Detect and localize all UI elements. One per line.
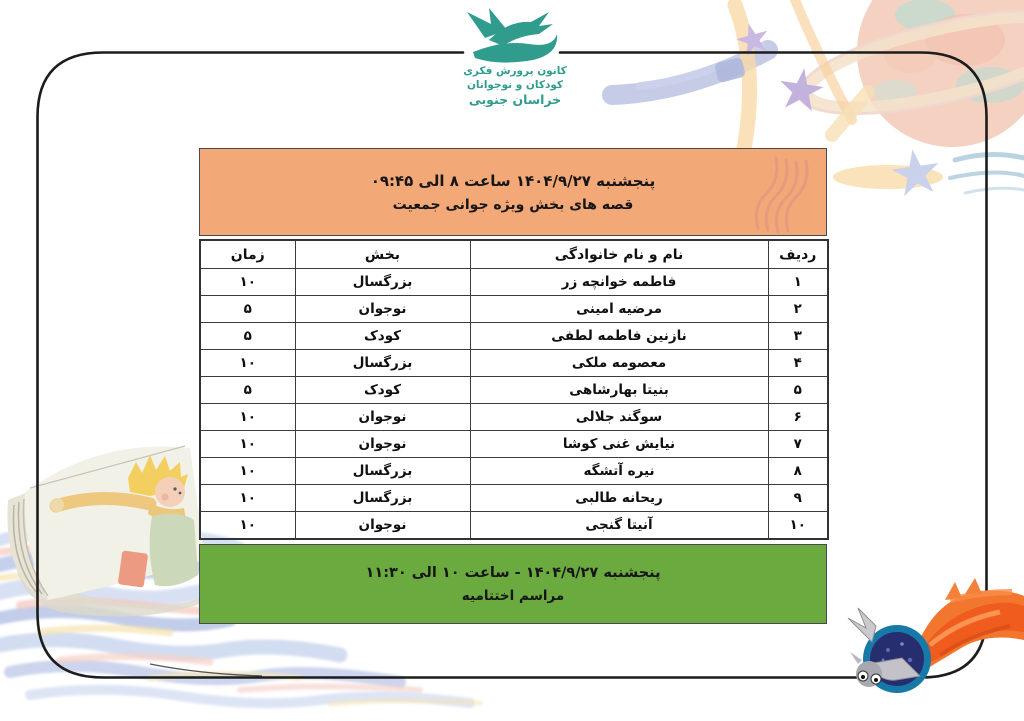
cell-section: بزرگسال	[294, 268, 471, 296]
table-row: ۱۰ آنیتا گنجی نوجوان ۱۰	[199, 511, 829, 540]
participants-table: ردیف نام و نام خانوادگی بخش زمان ۱ فاطمه…	[199, 239, 829, 540]
session-title: قصه های بخش ویژه جوانی جمعیت	[392, 196, 634, 213]
col-header-time: زمان	[199, 239, 296, 269]
cell-name: ریحانه طالبی	[469, 484, 769, 512]
table-row: ۱ فاطمه خوانچه زر بزرگسال ۱۰	[199, 268, 829, 296]
cell-section: بزرگسال	[294, 484, 471, 512]
table-row: ۴ معصومه ملکی بزرگسال ۱۰	[199, 349, 829, 377]
cell-row-number: ۹	[767, 484, 829, 512]
table-row: ۷ نیایش غنی کوشا نوجوان ۱۰	[199, 430, 829, 458]
table-row: ۸ نیره آتشگه بزرگسال ۱۰	[199, 457, 829, 485]
cell-time: ۱۰	[199, 403, 296, 431]
org-name-line2: کودکان و نوجوانان	[466, 78, 564, 91]
cell-section: نوجوان	[294, 511, 471, 540]
table-row: ۳ نازنین فاطمه لطفی کودک ۵	[199, 322, 829, 350]
table-row: ۲ مرضیه امینی نوجوان ۵	[199, 295, 829, 323]
cell-time: ۵	[199, 322, 296, 350]
cell-section: کودک	[294, 322, 471, 350]
table-row: ۶ سوگند جلالی نوجوان ۱۰	[199, 403, 829, 431]
table-header-row: ردیف نام و نام خانوادگی بخش زمان	[199, 239, 829, 269]
cell-section: نوجوان	[294, 403, 471, 431]
cell-section: بزرگسال	[294, 349, 471, 377]
session-header-banner: پنجشنبه ۱۴۰۴/۹/۲۷ ساعت ۸ الی ۰۹:۴۵ قصه ه…	[199, 148, 827, 236]
little-prince-illustration	[49, 455, 198, 588]
col-header-full-name: نام و نام خانوادگی	[469, 239, 769, 269]
session-date-time: پنجشنبه ۱۴۰۴/۹/۲۷ ساعت ۸ الی ۰۹:۴۵	[370, 171, 656, 190]
cell-time: ۱۰	[199, 511, 296, 540]
col-header-section: بخش	[294, 239, 471, 269]
cell-name: نازنین فاطمه لطفی	[469, 322, 769, 350]
cell-section: بزرگسال	[294, 457, 471, 485]
cell-name: مرضیه امینی	[469, 295, 769, 323]
cell-row-number: ۸	[767, 457, 829, 485]
col-header-row-number: ردیف	[767, 239, 829, 269]
cell-time: ۱۰	[199, 268, 296, 296]
closing-ceremony-banner: پنجشنبه ۱۴۰۴/۹/۲۷ - ساعت ۱۰ الی ۱۱:۳۰ مر…	[199, 544, 827, 624]
kanoon-logo: کانون پرورش فکری کودکان و نوجوانان خراسا…	[445, 6, 585, 109]
cell-row-number: ۴	[767, 349, 829, 377]
cell-row-number: ۷	[767, 430, 829, 458]
closing-date-time: پنجشنبه ۱۴۰۴/۹/۲۷ - ساعت ۱۰ الی ۱۱:۳۰	[365, 564, 661, 581]
cell-name: نیره آتشگه	[469, 457, 769, 485]
schedule-block: پنجشنبه ۱۴۰۴/۹/۲۷ ساعت ۸ الی ۰۹:۴۵ قصه ه…	[199, 148, 829, 624]
cell-name: معصومه ملکی	[469, 349, 769, 377]
cell-time: ۱۰	[199, 457, 296, 485]
cell-row-number: ۱	[767, 268, 829, 296]
cell-time: ۱۰	[199, 349, 296, 377]
cell-name: بنیتا بهارشاهی	[469, 376, 769, 404]
cell-time: ۱۰	[199, 484, 296, 512]
kanoon-bird-icon	[467, 8, 558, 63]
cell-time: ۱۰	[199, 430, 296, 458]
org-name: کانون پرورش فکری کودکان و نوجوانان خراسا…	[445, 65, 585, 109]
cell-row-number: ۵	[767, 376, 829, 404]
cell-row-number: ۱۰	[767, 511, 829, 540]
cell-time: ۵	[199, 376, 296, 404]
cell-name: آنیتا گنجی	[469, 511, 769, 540]
cell-row-number: ۲	[767, 295, 829, 323]
cell-name: سوگند جلالی	[469, 403, 769, 431]
cell-section: نوجوان	[294, 295, 471, 323]
cell-name: فاطمه خوانچه زر	[469, 268, 769, 296]
table-row: ۹ ریحانه طالبی بزرگسال ۱۰	[199, 484, 829, 512]
org-name-line1: کانون پرورش فکری	[463, 65, 567, 77]
cell-row-number: ۳	[767, 322, 829, 350]
org-name-line3: خراسان جنوبی	[468, 92, 562, 108]
closing-title: مراسم اختتامیه	[461, 587, 565, 604]
cell-section: کودک	[294, 376, 471, 404]
table-row: ۵ بنیتا بهارشاهی کودک ۵	[199, 376, 829, 404]
cell-name: نیایش غنی کوشا	[469, 430, 769, 458]
cell-section: نوجوان	[294, 430, 471, 458]
cell-row-number: ۶	[767, 403, 829, 431]
cell-time: ۵	[199, 295, 296, 323]
